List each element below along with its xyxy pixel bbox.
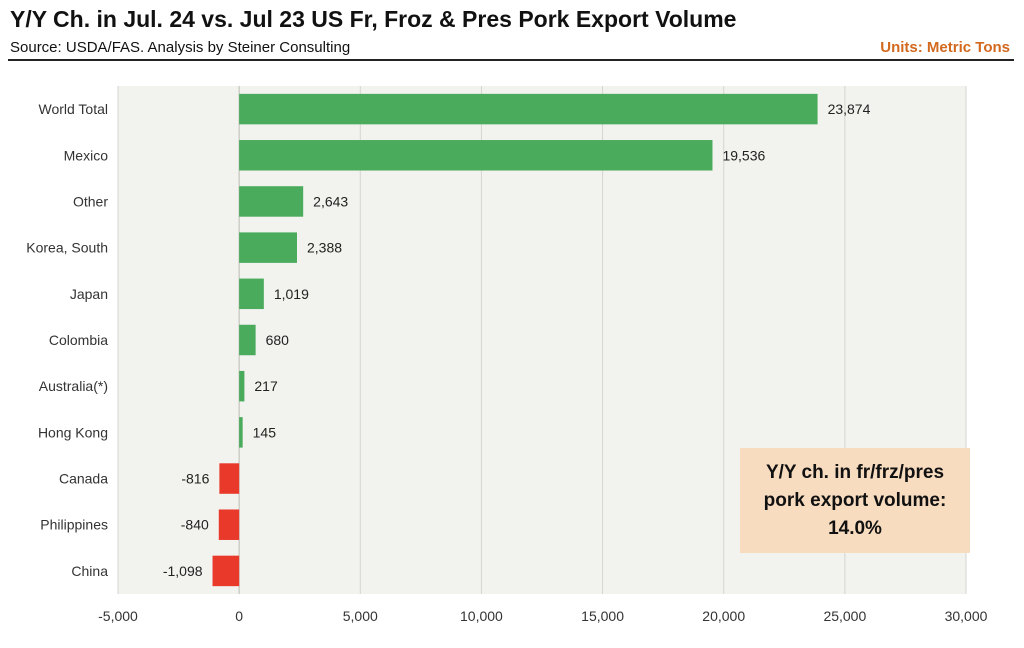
data-label: 2,643 [313,193,348,209]
bar [239,278,264,310]
x-tick-label: 0 [235,608,243,624]
data-label: 23,874 [828,101,871,117]
data-label: 1,019 [274,286,309,302]
data-label: 19,536 [722,147,765,163]
chart-title: Y/Y Ch. in Jul. 24 vs. Jul 23 US Fr, Fro… [10,6,737,32]
x-tick-label: 5,000 [343,608,378,624]
x-tick-label: 15,000 [581,608,624,624]
data-label: 145 [253,424,277,440]
category-label: Canada [59,471,108,487]
units-label: Units: Metric Tons [880,39,1010,56]
data-label: -1,098 [163,563,203,579]
bar [239,93,818,125]
bar [239,370,245,402]
callout-value: 14.0% [828,517,882,539]
category-label: World Total [38,101,108,117]
bar [239,232,298,263]
category-label: Philippines [40,517,108,533]
bar [239,140,713,171]
category-label: Colombia [49,332,108,348]
category-label: Japan [70,286,108,302]
bar [239,324,256,356]
category-label: Hong Kong [38,424,108,440]
x-tick-label: -5,000 [98,608,138,624]
x-tick-label: 20,000 [702,608,745,624]
x-tick-label: 30,000 [945,608,988,624]
category-label: Other [73,193,108,209]
chart-source: Source: USDA/FAS. Analysis by Steiner Co… [10,39,351,56]
data-label: 680 [266,332,290,348]
bar [218,509,240,540]
callout-line-2: pork export volume: [763,489,947,511]
bar [219,463,240,494]
x-tick-label: 25,000 [823,608,866,624]
data-label: -816 [181,471,209,487]
x-tick-label: 10,000 [460,608,503,624]
data-label: -840 [181,517,209,533]
category-label: Australia(*) [39,378,108,394]
header-rule [8,59,1014,61]
data-label: 217 [254,378,278,394]
bar [239,417,243,448]
category-label: Mexico [64,147,109,163]
summary-callout: Y/Y ch. in fr/frz/pres pork export volum… [740,448,970,553]
bar [239,186,304,217]
data-label: 2,388 [307,240,342,256]
category-label: Korea, South [26,240,108,256]
category-label: China [71,563,108,579]
bar [212,555,240,587]
callout-line-1: Y/Y ch. in fr/frz/pres [765,461,945,483]
